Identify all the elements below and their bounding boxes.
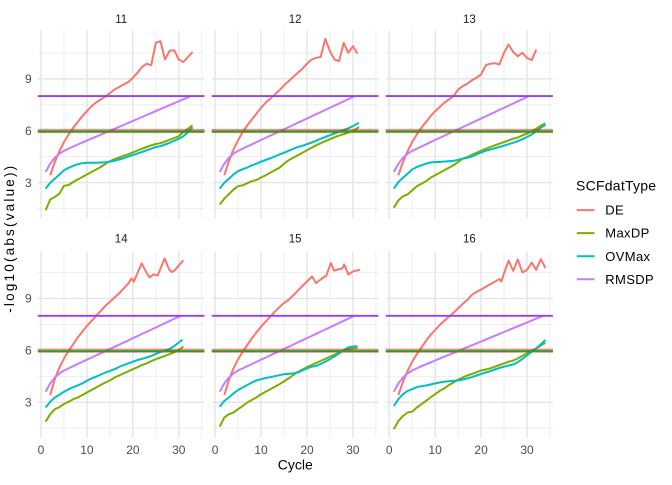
svg-text:10: 10 — [428, 443, 442, 457]
svg-text:13: 13 — [463, 14, 476, 26]
svg-text:11: 11 — [115, 14, 127, 26]
svg-text:15: 15 — [289, 233, 302, 245]
svg-text:30: 30 — [346, 443, 360, 457]
svg-text:3: 3 — [25, 176, 32, 190]
svg-text:0: 0 — [386, 443, 393, 457]
svg-text:DE: DE — [605, 203, 624, 218]
svg-text:30: 30 — [172, 443, 186, 457]
svg-text:9: 9 — [25, 72, 32, 86]
svg-text:10: 10 — [80, 443, 94, 457]
svg-text:SCFdatType: SCFdatType — [576, 177, 656, 193]
svg-text:20: 20 — [126, 443, 140, 457]
svg-text:14: 14 — [115, 233, 128, 245]
svg-text:9: 9 — [25, 292, 32, 306]
svg-text:6: 6 — [25, 344, 32, 358]
svg-text:20: 20 — [474, 443, 488, 457]
svg-text:12: 12 — [289, 14, 302, 26]
svg-text:20: 20 — [300, 443, 314, 457]
svg-text:30: 30 — [520, 443, 534, 457]
svg-text:OVMax: OVMax — [605, 249, 650, 264]
svg-text:3: 3 — [25, 396, 32, 410]
svg-text:MaxDP: MaxDP — [605, 226, 649, 241]
svg-text:Cycle: Cycle — [278, 456, 313, 472]
svg-text:0: 0 — [38, 443, 45, 457]
svg-text:16: 16 — [463, 233, 476, 245]
svg-text:-log10(abs(value)): -log10(abs(value)) — [2, 164, 17, 313]
svg-text:0: 0 — [212, 443, 219, 457]
svg-text:RMSDP: RMSDP — [605, 272, 654, 287]
svg-text:10: 10 — [254, 443, 268, 457]
svg-text:6: 6 — [25, 124, 32, 138]
